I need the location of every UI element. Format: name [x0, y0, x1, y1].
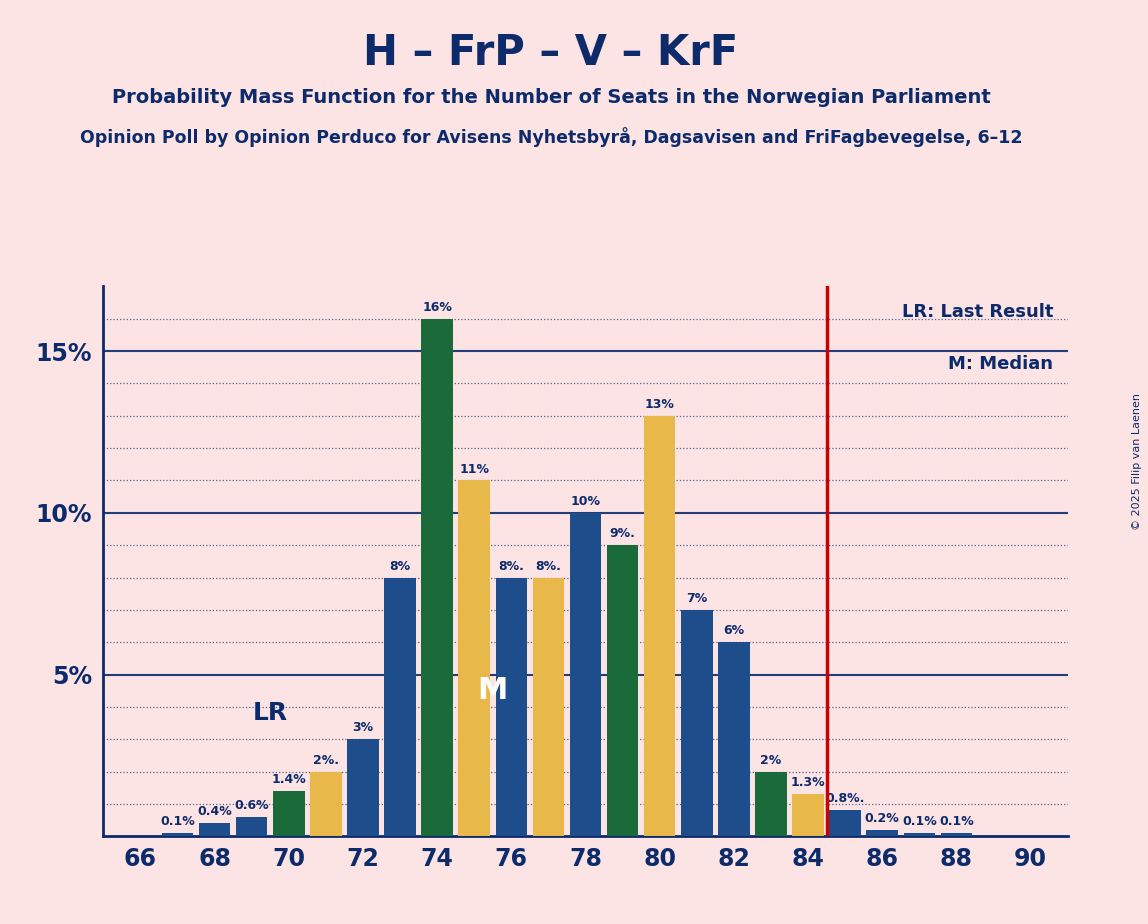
- Text: Probability Mass Function for the Number of Seats in the Norwegian Parliament: Probability Mass Function for the Number…: [111, 88, 991, 107]
- Text: 7%: 7%: [687, 592, 707, 605]
- Bar: [458, 480, 490, 836]
- Text: 0.6%: 0.6%: [234, 799, 269, 812]
- Bar: [867, 830, 898, 836]
- Bar: [199, 823, 231, 836]
- Text: 8%.: 8%.: [498, 560, 525, 573]
- Text: 3%: 3%: [352, 722, 373, 735]
- Bar: [273, 791, 304, 836]
- Text: 0.4%: 0.4%: [197, 806, 232, 819]
- Bar: [940, 833, 972, 836]
- Bar: [644, 416, 675, 836]
- Text: M: Median: M: Median: [948, 355, 1053, 373]
- Text: © 2025 Filip van Laenen: © 2025 Filip van Laenen: [1132, 394, 1142, 530]
- Bar: [681, 610, 713, 836]
- Text: 1.3%: 1.3%: [791, 776, 825, 789]
- Text: 9%.: 9%.: [610, 528, 636, 541]
- Bar: [162, 833, 193, 836]
- Text: 8%.: 8%.: [535, 560, 561, 573]
- Text: 11%: 11%: [459, 463, 489, 476]
- Text: 13%: 13%: [645, 398, 675, 411]
- Text: 0.2%: 0.2%: [864, 812, 900, 825]
- Bar: [755, 772, 786, 836]
- Bar: [569, 513, 602, 836]
- Bar: [496, 578, 527, 836]
- Text: 1.4%: 1.4%: [271, 773, 307, 786]
- Bar: [347, 739, 379, 836]
- Text: LR: Last Result: LR: Last Result: [901, 303, 1053, 321]
- Bar: [607, 545, 638, 836]
- Bar: [533, 578, 564, 836]
- Bar: [719, 642, 750, 836]
- Text: M: M: [478, 676, 507, 705]
- Bar: [236, 817, 267, 836]
- Text: 2%.: 2%.: [313, 754, 339, 767]
- Text: 0.1%: 0.1%: [902, 815, 937, 828]
- Bar: [829, 810, 861, 836]
- Text: 10%: 10%: [571, 495, 600, 508]
- Text: Opinion Poll by Opinion Perduco for Avisens Nyhetsbyrå, Dagsavisen and FriFagbev: Opinion Poll by Opinion Perduco for Avis…: [80, 128, 1022, 148]
- Text: LR: LR: [253, 701, 288, 725]
- Text: 8%: 8%: [389, 560, 411, 573]
- Text: 16%: 16%: [422, 301, 452, 314]
- Bar: [792, 794, 824, 836]
- Text: 6%: 6%: [723, 625, 744, 638]
- Text: 0.1%: 0.1%: [160, 815, 195, 828]
- Text: H – FrP – V – KrF: H – FrP – V – KrF: [364, 32, 738, 74]
- Bar: [385, 578, 416, 836]
- Text: 0.8%.: 0.8%.: [825, 793, 864, 806]
- Bar: [903, 833, 936, 836]
- Text: 2%: 2%: [760, 754, 782, 767]
- Text: 0.1%: 0.1%: [939, 815, 974, 828]
- Bar: [310, 772, 342, 836]
- Bar: [421, 319, 453, 836]
